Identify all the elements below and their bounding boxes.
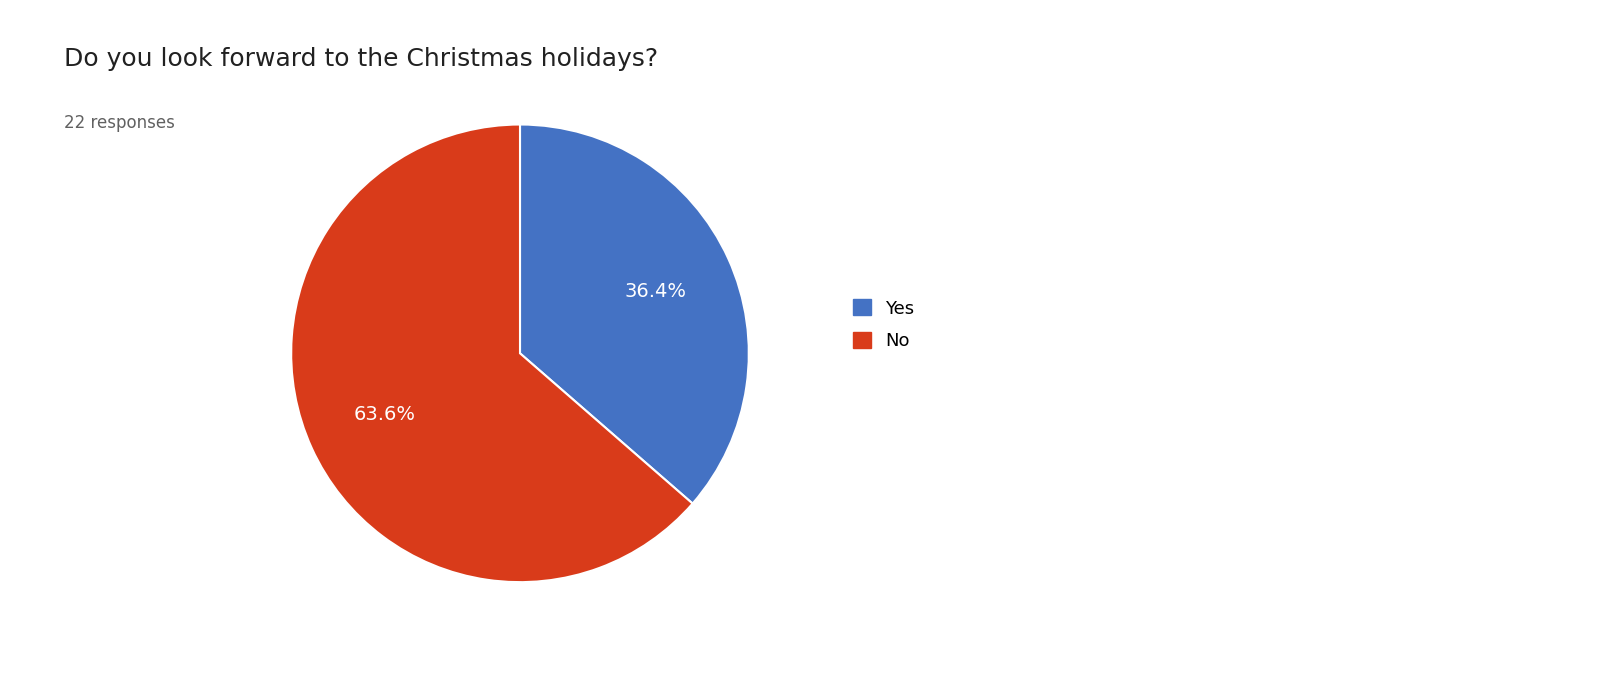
Text: Do you look forward to the Christmas holidays?: Do you look forward to the Christmas hol… [64, 47, 658, 71]
Wedge shape [291, 125, 693, 582]
Wedge shape [520, 125, 749, 503]
Legend: Yes, No: Yes, No [843, 290, 923, 359]
Text: 22 responses: 22 responses [64, 114, 174, 133]
Text: 36.4%: 36.4% [624, 282, 686, 302]
Text: 63.6%: 63.6% [354, 405, 416, 425]
